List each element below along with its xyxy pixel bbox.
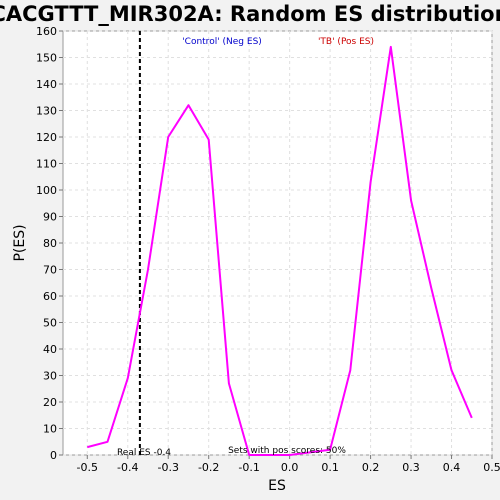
series-line — [87, 45, 473, 456]
y-tick-label: 100 — [36, 184, 57, 197]
y-tick-label: 60 — [43, 290, 57, 303]
x-tick-label: -0.1 — [238, 461, 259, 474]
y-tick-label: 80 — [43, 237, 57, 250]
neg-es-label: 'Control' (Neg ES) — [182, 37, 262, 47]
y-tick-label: 150 — [36, 52, 57, 65]
y-tick-label: 130 — [36, 105, 57, 118]
y-tick-label: 30 — [43, 370, 57, 383]
y-axis-label: P(ES) — [12, 224, 28, 261]
x-tick-label: 0.3 — [402, 461, 420, 474]
x-tick-label: 0.4 — [443, 461, 461, 474]
y-tick-label: 50 — [43, 317, 57, 330]
y-tick-label: 110 — [36, 158, 57, 171]
chart-title: CACGTTT_MIR302A: Random ES distribution — [0, 2, 500, 26]
x-tick-label: -0.5 — [77, 461, 98, 474]
grid-lines — [63, 30, 493, 456]
y-tick-label: 160 — [36, 25, 57, 38]
x-axis-label: ES — [268, 478, 286, 494]
x-tick-label: -0.2 — [198, 461, 219, 474]
x-tick-label: 0.1 — [321, 461, 339, 474]
y-tick-label: 90 — [43, 211, 57, 224]
x-tick-label: 0.2 — [362, 461, 380, 474]
y-tick-label: 10 — [43, 423, 57, 436]
y-tick-label: 40 — [43, 343, 57, 356]
x-tick-label: -0.4 — [117, 461, 138, 474]
real-es-label: Real ES -0.4 — [117, 448, 171, 458]
x-tick-label: 0.0 — [281, 461, 299, 474]
axes: 0 10 20 30 40 50 60 70 80 90 100 110 120 130 140 150 160… — [36, 25, 500, 474]
x-tick-label: -0.3 — [157, 461, 178, 474]
x-tick-label: 0.5 — [483, 461, 500, 474]
y-tick-label: 120 — [36, 131, 57, 144]
pos-es-label: 'TB' (Pos ES) — [318, 37, 374, 47]
y-tick-label: 0 — [50, 449, 57, 462]
y-tick-label: 20 — [43, 396, 57, 409]
y-tick-label: 140 — [36, 78, 57, 91]
y-tick-label: 70 — [43, 264, 57, 277]
pos-scores-label: Sets with pos scores: 50% — [228, 446, 346, 456]
